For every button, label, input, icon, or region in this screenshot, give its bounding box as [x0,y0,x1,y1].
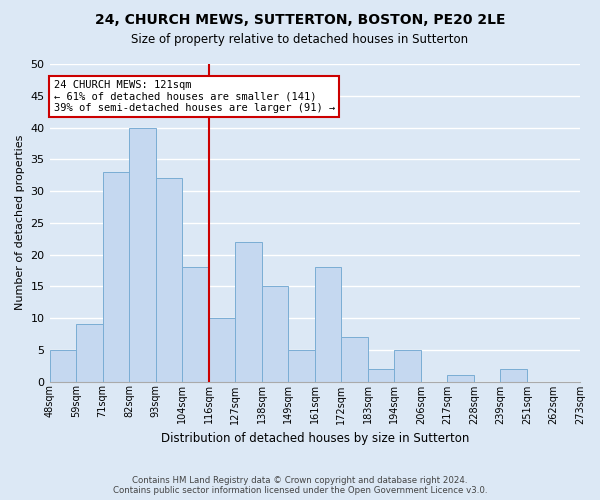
Bar [103,172,129,382]
Bar [288,350,315,382]
Bar [368,369,394,382]
Bar [209,318,235,382]
Bar [155,178,182,382]
Bar [76,324,103,382]
Y-axis label: Number of detached properties: Number of detached properties [15,135,25,310]
Bar [341,337,368,382]
Bar [394,350,421,382]
Bar [448,375,474,382]
Text: 24 CHURCH MEWS: 121sqm
← 61% of detached houses are smaller (141)
39% of semi-de: 24 CHURCH MEWS: 121sqm ← 61% of detached… [53,80,335,113]
Bar [129,128,155,382]
Text: Contains HM Land Registry data © Crown copyright and database right 2024.
Contai: Contains HM Land Registry data © Crown c… [113,476,487,495]
Bar [182,267,209,382]
Bar [500,369,527,382]
Text: Size of property relative to detached houses in Sutterton: Size of property relative to detached ho… [131,32,469,46]
Text: 24, CHURCH MEWS, SUTTERTON, BOSTON, PE20 2LE: 24, CHURCH MEWS, SUTTERTON, BOSTON, PE20… [95,12,505,26]
Bar [235,242,262,382]
Bar [262,286,288,382]
Bar [315,267,341,382]
Bar [50,350,76,382]
X-axis label: Distribution of detached houses by size in Sutterton: Distribution of detached houses by size … [161,432,469,445]
